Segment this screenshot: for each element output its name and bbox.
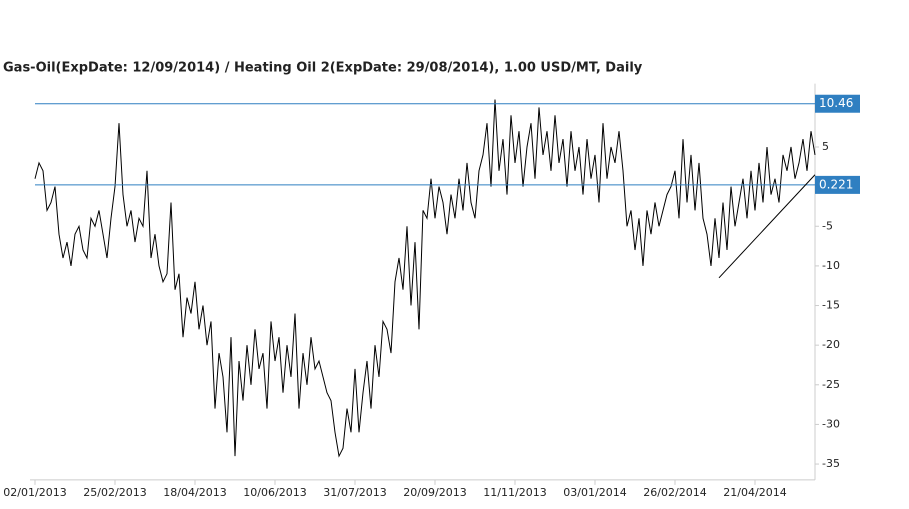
x-tick-label: 25/02/2013 <box>83 486 146 499</box>
level-label: 10.46 <box>819 96 853 110</box>
chart-title: Gas-Oil(ExpDate: 12/09/2014) / Heating O… <box>3 61 643 76</box>
x-tick-label: 21/04/2014 <box>723 486 786 499</box>
x-tick-label: 31/07/2013 <box>323 486 386 499</box>
y-tick-label: -15 <box>822 299 840 312</box>
y-tick-label: -10 <box>822 259 840 272</box>
y-tick-label: -25 <box>822 378 840 391</box>
trend-line <box>718 174 816 279</box>
x-tick-label: 26/02/2014 <box>643 486 706 499</box>
y-tick-label: -5 <box>822 219 833 232</box>
level-label-box <box>815 175 860 194</box>
x-tick-label: 10/06/2013 <box>243 486 306 499</box>
y-tick-label: -30 <box>822 417 840 430</box>
level-label: 0.221 <box>819 177 853 191</box>
x-tick-label: 02/01/2013 <box>3 486 66 499</box>
y-tick-label: -35 <box>822 457 840 470</box>
y-tick-label: 5 <box>822 140 829 153</box>
x-tick-label: 18/04/2013 <box>163 486 226 499</box>
price-line <box>34 99 816 458</box>
x-tick-label: 03/01/2014 <box>563 486 626 499</box>
x-tick-label: 20/09/2013 <box>403 486 466 499</box>
x-tick-label: 11/11/2013 <box>483 486 546 499</box>
level-label-box <box>815 94 860 113</box>
y-tick-label: -20 <box>822 338 840 351</box>
